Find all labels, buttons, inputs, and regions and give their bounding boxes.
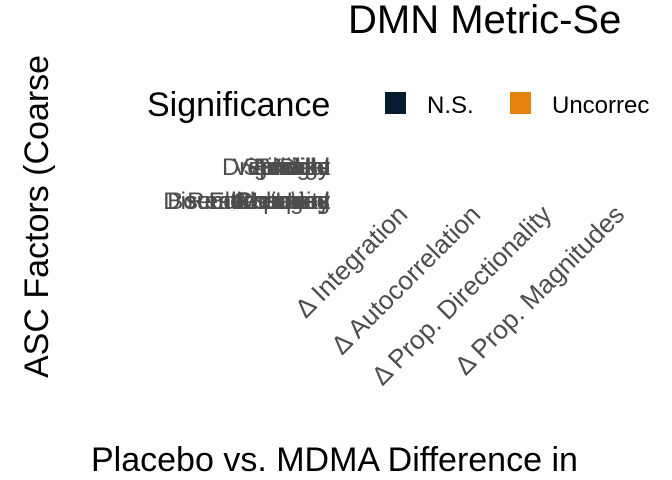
- x-axis-label: Placebo vs. MDMA Difference in: [91, 441, 578, 479]
- legend-swatch-uncorrected: [510, 92, 531, 114]
- x-tick-labels: Δ Integration Δ Autocorrelation Δ Prop. …: [289, 199, 630, 391]
- y-tick-label: Meaning: [238, 188, 330, 215]
- y-tick-label: Boundlessness: [167, 188, 330, 215]
- y-tick-label: Disembodiment: [163, 188, 330, 215]
- y-tick-label: Energy: [254, 154, 330, 181]
- chart-title: DMN Metric-Se: [348, 0, 621, 42]
- y-tick-labels-row-2: Restructuring Boundlessness Disembodimen…: [163, 188, 330, 215]
- y-tick-label: Dreamlike: [222, 154, 330, 181]
- legend-label-ns: N.S.: [427, 92, 474, 119]
- y-tick-label: Audio: [269, 154, 330, 181]
- y-tick-label: Insight: [259, 154, 330, 181]
- y-tick-label: Visual: [265, 154, 330, 181]
- y-tick-label: Impaired: [237, 188, 330, 215]
- y-tick-label: Spiritual: [243, 154, 330, 181]
- y-axis-label: ASC Factors (Coarse: [18, 55, 56, 378]
- y-tick-label: Bliss: [279, 154, 330, 181]
- y-tick-label: Anxiety: [251, 154, 330, 181]
- y-tick-labels-row-1: Dreamlike Vigilance Anxiety Spiritual Bl…: [222, 154, 330, 181]
- y-tick-label: Restructuring: [187, 188, 330, 215]
- legend-label-uncorrected: Uncorrec: [552, 92, 649, 119]
- legend: Significance N.S. Uncorrec: [147, 86, 649, 124]
- y-tick-label: Unity: [275, 188, 330, 215]
- y-tick-label: Changed: [233, 188, 330, 215]
- y-tick-label: Complex: [235, 188, 330, 215]
- y-tick-label: Vigilance: [233, 154, 330, 181]
- y-tick-label: Elementary: [209, 188, 330, 215]
- legend-swatch-ns: [385, 92, 406, 114]
- legend-title: Significance: [147, 86, 330, 124]
